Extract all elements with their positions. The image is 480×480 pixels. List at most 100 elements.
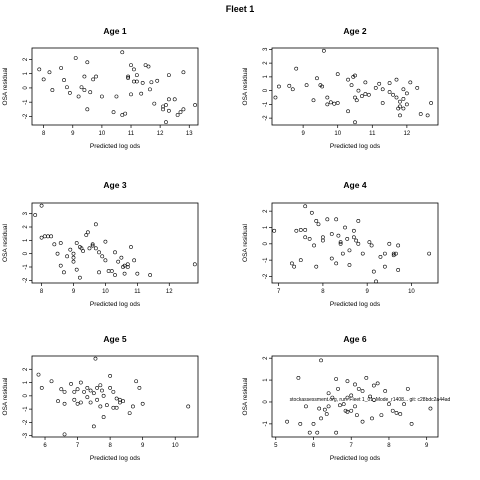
data-point	[360, 419, 365, 424]
data-point	[371, 269, 376, 274]
data-point	[354, 238, 359, 243]
data-point	[59, 387, 64, 392]
data-point	[164, 120, 168, 125]
plot-frame	[31, 47, 199, 126]
x-tick-label: 12	[166, 289, 173, 295]
data-point	[103, 258, 108, 263]
data-point	[360, 389, 365, 393]
data-point	[97, 250, 101, 255]
data-point	[369, 243, 374, 248]
data-point	[415, 85, 420, 90]
data-point	[143, 63, 148, 68]
x-tick-label: 8	[40, 289, 44, 295]
data-point	[345, 379, 350, 384]
data-point	[93, 222, 98, 227]
data-point	[332, 101, 337, 106]
data-point	[336, 386, 340, 391]
data-point	[108, 385, 113, 390]
data-point	[377, 81, 382, 86]
data-point	[84, 233, 89, 237]
data-point	[88, 90, 93, 95]
data-point	[69, 381, 73, 386]
data-point	[353, 95, 357, 100]
data-point	[380, 87, 385, 92]
data-point	[273, 95, 278, 100]
x-tick-label: 7	[277, 289, 281, 295]
y-tick-label: 2	[23, 225, 29, 229]
x-tick-label: 6	[312, 443, 316, 449]
x-tick-label: 8	[108, 443, 112, 449]
data-point	[93, 356, 98, 361]
data-point	[349, 393, 354, 398]
data-point	[97, 270, 101, 275]
y-tick-label: -3	[23, 432, 29, 438]
panel-title: Age 1	[103, 26, 126, 36]
data-point	[152, 101, 157, 106]
data-point	[375, 381, 380, 386]
data-point	[74, 241, 79, 245]
data-point	[429, 101, 433, 105]
data-point	[90, 242, 95, 247]
data-point	[91, 391, 96, 396]
data-point	[346, 109, 350, 114]
data-point	[371, 383, 376, 388]
data-point	[56, 399, 60, 404]
data-point	[87, 246, 92, 251]
data-point	[39, 235, 44, 240]
data-point	[123, 111, 128, 116]
data-point	[368, 394, 372, 399]
x-tick-label: 12	[404, 131, 411, 137]
data-point	[95, 397, 99, 402]
data-point	[343, 408, 348, 413]
plot-frame	[31, 202, 199, 284]
data-point	[122, 271, 127, 276]
data-point	[338, 241, 343, 246]
data-point	[356, 241, 361, 246]
x-tick-label: 8	[387, 443, 391, 449]
data-point	[126, 76, 131, 80]
data-point	[39, 203, 44, 208]
data-point	[319, 358, 323, 363]
y-tick-label: -1	[23, 99, 29, 105]
data-point	[290, 261, 294, 266]
data-point	[117, 400, 122, 405]
x-tick-label: 10	[172, 443, 179, 449]
data-point	[193, 103, 197, 107]
x-axis-label: Predicted log ods	[90, 301, 141, 308]
y-tick-label: 3	[263, 47, 269, 51]
data-point	[325, 95, 330, 100]
data-point	[307, 430, 312, 435]
x-tick-label: 10	[334, 131, 341, 137]
data-point	[134, 379, 139, 384]
data-point	[149, 80, 154, 85]
data-point	[356, 386, 361, 391]
x-tick-label: 8	[42, 131, 46, 137]
x-tick-label: 12	[157, 131, 164, 137]
data-point	[95, 385, 99, 390]
data-point	[85, 107, 90, 112]
panel-title: Age 2	[343, 26, 366, 36]
data-point	[312, 243, 316, 248]
data-point	[398, 113, 402, 118]
data-point	[321, 238, 325, 243]
y-tick-label: 0	[23, 394, 29, 398]
data-point	[161, 104, 165, 109]
data-point	[108, 374, 113, 378]
data-point	[78, 400, 83, 405]
data-point	[314, 219, 319, 223]
data-point	[322, 407, 327, 412]
data-point	[58, 263, 63, 268]
data-point	[351, 235, 356, 240]
data-point	[294, 66, 299, 71]
data-point	[121, 265, 125, 269]
x-tick-label: 9	[301, 131, 305, 137]
y-tick-label: 0	[263, 400, 269, 404]
data-point	[75, 401, 80, 406]
data-point	[292, 264, 297, 269]
data-point	[353, 382, 357, 387]
data-point	[114, 405, 119, 410]
data-point	[346, 77, 350, 82]
data-point	[117, 397, 122, 402]
